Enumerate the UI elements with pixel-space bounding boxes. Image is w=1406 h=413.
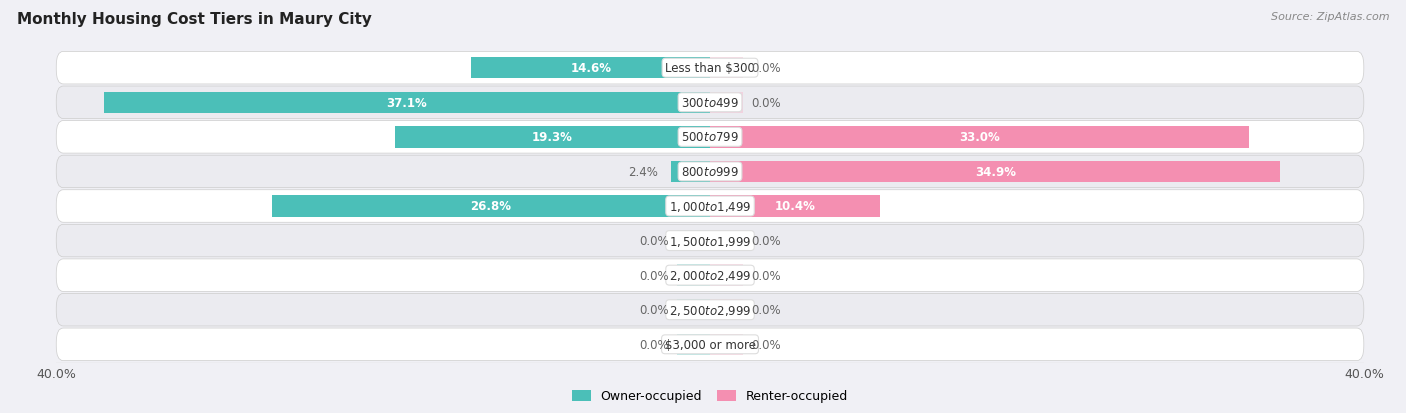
FancyBboxPatch shape [56,190,1364,223]
Bar [710,127,1250,148]
Bar [678,299,710,320]
Text: 26.8%: 26.8% [471,200,512,213]
Bar [710,58,742,79]
Text: 10.4%: 10.4% [775,200,815,213]
Text: 0.0%: 0.0% [640,235,669,247]
Bar [710,230,742,252]
FancyBboxPatch shape [56,225,1364,257]
Text: 0.0%: 0.0% [751,269,780,282]
Bar [678,265,710,286]
FancyBboxPatch shape [56,52,1364,85]
FancyBboxPatch shape [56,294,1364,326]
Text: 0.0%: 0.0% [640,304,669,316]
FancyBboxPatch shape [56,259,1364,292]
Text: $1,000 to $1,499: $1,000 to $1,499 [669,199,751,214]
Legend: Owner-occupied, Renter-occupied: Owner-occupied, Renter-occupied [567,385,853,408]
Text: 19.3%: 19.3% [531,131,572,144]
Text: 0.0%: 0.0% [751,304,780,316]
Text: 0.0%: 0.0% [751,338,780,351]
Text: $2,000 to $2,499: $2,000 to $2,499 [669,268,751,282]
Text: 34.9%: 34.9% [974,166,1015,178]
Bar [671,161,710,183]
FancyBboxPatch shape [56,87,1364,119]
Text: $1,500 to $1,999: $1,500 to $1,999 [669,234,751,248]
Text: 33.0%: 33.0% [959,131,1000,144]
Text: $500 to $799: $500 to $799 [681,131,740,144]
Text: 0.0%: 0.0% [751,235,780,247]
FancyBboxPatch shape [56,156,1364,188]
FancyBboxPatch shape [56,121,1364,154]
Bar [710,299,742,320]
Text: 14.6%: 14.6% [571,62,612,75]
Text: 0.0%: 0.0% [751,62,780,75]
Bar [678,230,710,252]
Text: Less than $300: Less than $300 [665,62,755,75]
Bar [710,161,1281,183]
Bar [710,93,742,114]
Text: $800 to $999: $800 to $999 [681,166,740,178]
Bar [710,196,880,217]
Text: $300 to $499: $300 to $499 [681,97,740,109]
Bar [471,58,710,79]
FancyBboxPatch shape [56,328,1364,361]
Bar [710,334,742,355]
Text: 37.1%: 37.1% [387,97,427,109]
Text: 2.4%: 2.4% [628,166,658,178]
Bar [678,334,710,355]
Text: Source: ZipAtlas.com: Source: ZipAtlas.com [1271,12,1389,22]
Bar [710,265,742,286]
Text: 0.0%: 0.0% [640,338,669,351]
Bar [271,196,710,217]
Text: $2,500 to $2,999: $2,500 to $2,999 [669,303,751,317]
Text: 0.0%: 0.0% [640,269,669,282]
Bar [395,127,710,148]
Text: $3,000 or more: $3,000 or more [665,338,755,351]
Bar [104,93,710,114]
Text: Monthly Housing Cost Tiers in Maury City: Monthly Housing Cost Tiers in Maury City [17,12,371,27]
Text: 0.0%: 0.0% [751,97,780,109]
